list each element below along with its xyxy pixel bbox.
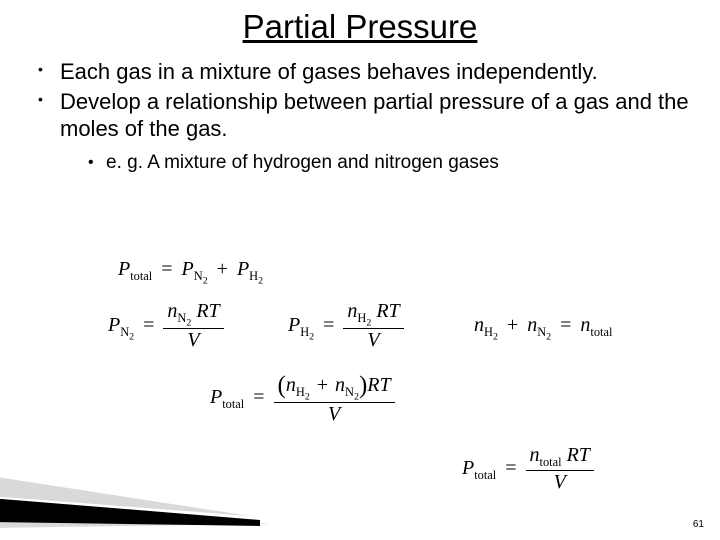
equation-2b: PH2 = nH2 RT V (288, 300, 404, 352)
sub-bullet-list: e. g. A mixture of hydrogen and nitrogen… (60, 151, 692, 175)
slide: Partial Pressure Each gas in a mixture o… (0, 0, 720, 540)
bullet-item-1: Each gas in a mixture of gases behaves i… (38, 58, 692, 86)
slide-title: Partial Pressure (28, 8, 692, 46)
page-number: 61 (693, 519, 704, 530)
equation-2a: PN2 = nN2 RT V (108, 300, 224, 352)
decorative-wedge (0, 468, 270, 528)
sub-bullet-item-1: e. g. A mixture of hydrogen and nitrogen… (88, 151, 692, 175)
equation-1: Ptotal = PN2 + PH2 (118, 258, 263, 286)
bullet-text: Each gas in a mixture of gases behaves i… (60, 59, 598, 84)
bullet-item-2: Develop a relationship between partial p… (38, 88, 692, 175)
equation-2c: nH2 + nN2 = ntotal (474, 314, 612, 342)
bullet-list: Each gas in a mixture of gases behaves i… (28, 58, 692, 174)
equation-4: Ptotal = ntotal RT V (462, 444, 594, 494)
equation-3: Ptotal = (nH2 + nN2)RT V (210, 370, 395, 426)
bullet-text: Develop a relationship between partial p… (60, 89, 689, 142)
sub-bullet-text: e. g. A mixture of hydrogen and nitrogen… (106, 152, 499, 173)
